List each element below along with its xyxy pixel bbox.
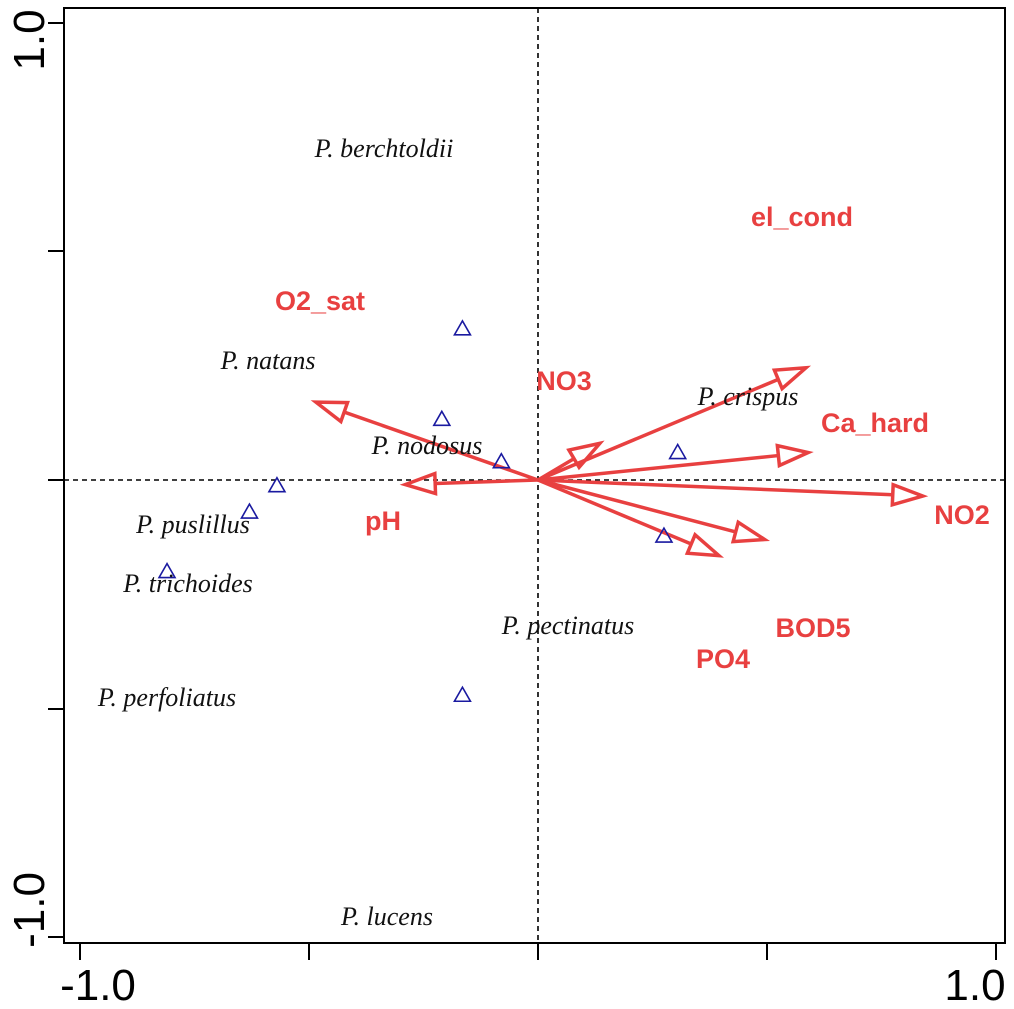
arrow-head-no2 [890, 482, 929, 508]
y-tick-label-max: 1.0 [5, 9, 54, 70]
species-points [157, 319, 688, 703]
x-tick-label-max: 1.0 [944, 961, 1005, 1009]
arrow-head-o2_sat [310, 400, 350, 425]
species-marker [453, 319, 472, 336]
arrow-shaft-po4 [537, 478, 692, 546]
arrow-shaft-no3 [537, 457, 575, 482]
species-label: P. lucens [340, 902, 433, 931]
arrow-label-el_cond: el_cond [751, 202, 853, 232]
species-label: P. crispus [697, 382, 799, 411]
species-marker [240, 502, 259, 519]
x-tick-label-min: -1.0 [60, 961, 136, 1009]
species-label: P. perfoliatus [97, 683, 236, 712]
arrow-label-ca_hard: Ca_hard [821, 408, 929, 438]
arrow-label-no3: NO3 [536, 366, 592, 396]
chart-labels: el_cond O2_sat NO3 Ca_hard NO2 pH BOD5 PO4 P. be… [97, 134, 990, 931]
species-label: P. pectinatus [501, 611, 634, 640]
species-marker [157, 561, 177, 579]
arrow-head-po4 [684, 531, 725, 558]
arrow-label-po4: PO4 [696, 644, 750, 674]
arrow-shaft-ph [435, 478, 539, 486]
species-label: P. nodosus [371, 431, 483, 460]
y-tick-label-min: -1.0 [5, 872, 54, 948]
species-label: P. natans [220, 346, 316, 375]
arrow-head-ca_hard [775, 443, 814, 469]
arrow-label-no2: NO2 [934, 500, 990, 530]
arrow-shaft-o2_sat [343, 410, 539, 482]
species-label: P. berchtoldii [314, 134, 454, 163]
species-marker [267, 476, 287, 493]
environmental-arrows [310, 365, 929, 558]
arrow-head-el_cond [771, 365, 812, 392]
species-marker [453, 685, 472, 703]
species-label: P. trichoides [122, 569, 253, 598]
species-marker [491, 452, 511, 469]
arrow-head-ph [399, 471, 438, 496]
arrow-shaft-ca_hard [537, 453, 779, 482]
species-marker [654, 526, 674, 543]
arrow-head-no3 [566, 440, 605, 471]
arrow-head-bod5 [730, 519, 771, 544]
arrow-shaft-bod5 [537, 478, 737, 534]
arrow-label-bod5: BOD5 [775, 613, 850, 643]
y-axis-ticks [48, 22, 64, 938]
species-marker [432, 409, 452, 427]
arrow-label-ph: pH [365, 506, 401, 536]
species-label: P. puslillus [135, 510, 250, 539]
x-axis-ticks [79, 943, 997, 960]
arrow-shaft-no2 [537, 478, 893, 497]
plot-frame [63, 7, 1006, 944]
arrow-label-o2_sat: O2_sat [275, 286, 365, 316]
species-marker [668, 442, 688, 460]
